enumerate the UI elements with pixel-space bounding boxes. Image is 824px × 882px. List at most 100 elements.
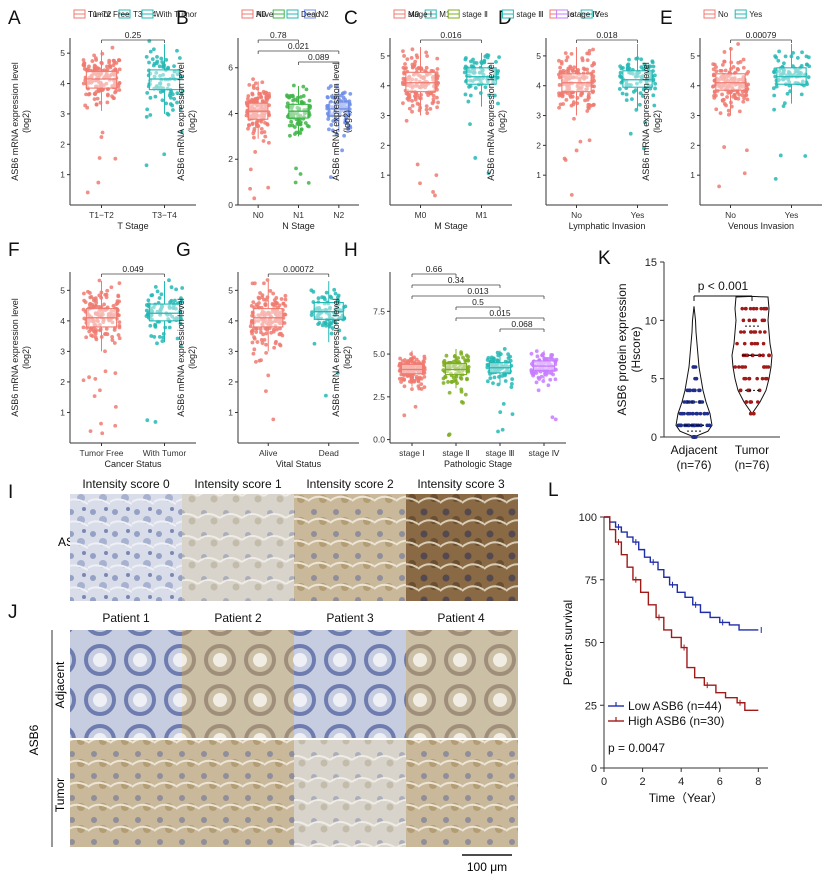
data-point	[748, 411, 753, 416]
data-point	[414, 376, 419, 381]
data-point	[471, 70, 476, 75]
data-point	[153, 420, 158, 424]
x-axis-title: N Stage	[282, 221, 315, 231]
x-tick-label: Alive	[259, 448, 278, 458]
data-point	[87, 314, 92, 318]
p-value-label: 0.25	[125, 30, 142, 40]
data-point	[151, 47, 156, 52]
data-point	[718, 68, 723, 73]
y-tick-label: 5	[380, 51, 385, 61]
data-point	[85, 190, 90, 195]
data-point	[116, 84, 121, 89]
data-point	[733, 365, 738, 369]
data-point	[568, 64, 573, 69]
x-axis-title: Time（Year）	[649, 791, 723, 805]
data-point	[711, 67, 716, 72]
data-point	[261, 317, 266, 322]
data-point	[251, 300, 256, 305]
data-point	[100, 130, 105, 135]
data-point	[262, 281, 266, 286]
data-point	[541, 360, 546, 365]
data-point	[624, 98, 629, 103]
y-tick-label: 5	[60, 48, 65, 58]
data-point	[145, 91, 150, 95]
data-point	[97, 80, 101, 85]
data-point	[767, 353, 772, 358]
data-point	[164, 58, 169, 62]
data-point	[322, 297, 327, 301]
data-point	[283, 303, 288, 308]
data-point	[722, 59, 727, 64]
data-point	[111, 312, 115, 317]
data-point	[640, 94, 645, 98]
y-tick-label: 25	[585, 700, 597, 712]
x-tick-label: 4	[678, 776, 684, 788]
data-point	[331, 319, 336, 324]
data-point	[175, 336, 180, 341]
data-point	[81, 81, 86, 86]
data-point	[799, 92, 804, 97]
data-point	[639, 75, 644, 79]
data-point	[104, 81, 109, 86]
x-tick-label: N0	[253, 210, 264, 220]
data-point	[260, 293, 265, 298]
legend-label: Low ASB6 (n=44)	[628, 699, 722, 713]
box	[466, 67, 497, 85]
data-point	[251, 351, 256, 356]
data-point	[92, 97, 97, 102]
data-point	[401, 101, 405, 106]
data-point	[745, 97, 750, 102]
y-tick-label: 4	[60, 79, 65, 89]
data-point	[144, 314, 149, 318]
data-point	[116, 333, 121, 337]
data-point	[413, 59, 418, 64]
data-point	[254, 330, 259, 334]
data-point	[742, 171, 747, 176]
row-label-tumor: Tumor	[53, 778, 67, 812]
data-point	[741, 57, 746, 62]
data-point	[329, 331, 334, 336]
data-point	[333, 291, 338, 296]
data-point	[777, 49, 782, 54]
data-point	[162, 152, 167, 157]
x-tick-label: Adjacent	[671, 443, 718, 457]
x-tick-label: No	[725, 210, 736, 220]
y-axis-title: ASB6 mRNA expression level(log2)	[486, 62, 507, 181]
data-point	[500, 427, 505, 432]
panel-a: A T1−T2 T3−T4 1 2 3 4 5 ASB6 mRNA expression lev…	[8, 8, 196, 231]
data-point	[424, 50, 429, 55]
data-point	[293, 180, 298, 185]
data-point	[259, 330, 263, 335]
data-point	[178, 107, 183, 111]
data-point	[144, 163, 149, 168]
legend-label: No	[718, 10, 729, 19]
data-point	[741, 318, 746, 323]
p-value-label: 0.78	[270, 30, 287, 40]
data-point	[271, 327, 276, 332]
data-point	[587, 103, 592, 107]
data-point	[559, 61, 564, 66]
ihc-tumor-patient-2	[182, 740, 294, 847]
data-point	[261, 139, 266, 143]
data-point	[343, 120, 348, 124]
data-point	[546, 383, 551, 388]
data-point	[510, 412, 515, 416]
data-point	[170, 103, 175, 108]
data-point	[740, 365, 744, 369]
data-point	[256, 295, 261, 300]
data-point	[117, 323, 122, 328]
data-point	[408, 379, 412, 384]
y-tick-label: 75	[585, 575, 597, 587]
y-axis-title-line: (Hscore)	[629, 326, 643, 372]
data-point	[278, 310, 283, 315]
data-point	[557, 58, 561, 63]
data-point	[569, 192, 574, 197]
data-point	[262, 91, 267, 96]
y-tick-label: 3	[60, 346, 65, 356]
data-point	[485, 358, 490, 362]
data-point	[117, 88, 122, 92]
data-point	[461, 355, 465, 360]
y-tick-label: 2	[228, 154, 233, 164]
data-point	[113, 156, 118, 161]
data-point	[465, 376, 469, 381]
